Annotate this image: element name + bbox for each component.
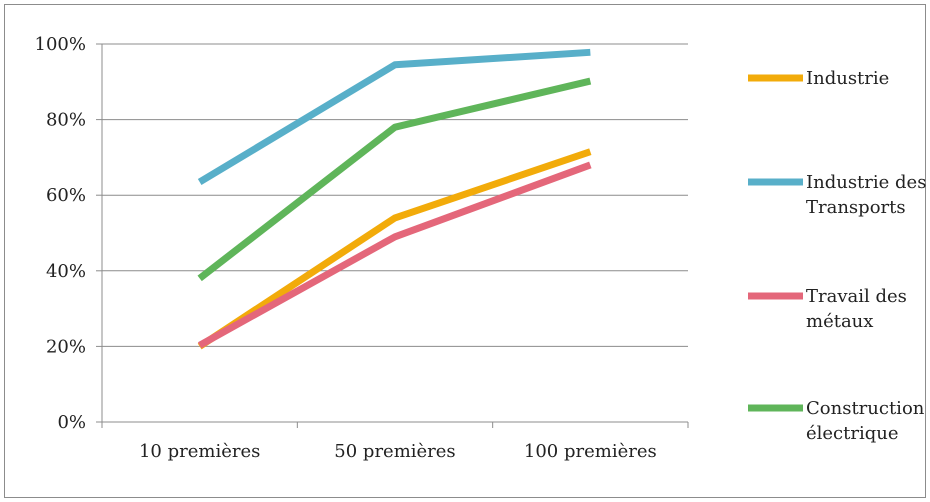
x-axis-ticks: 10 premières 50 premières 100 premières <box>101 422 689 462</box>
legend-item: Industrie des Transports <box>748 172 926 218</box>
legend: Industrie Industrie des Transports Travail … <box>748 68 926 444</box>
y-tick-label: 20% <box>46 336 86 357</box>
legend-label: Industrie des <box>806 172 926 193</box>
axes <box>101 44 688 423</box>
legend-label: métaux <box>806 311 873 332</box>
x-tick-label: 50 premières <box>334 441 455 462</box>
series-line-1 <box>197 148 592 350</box>
legend-label: Industrie <box>806 68 889 89</box>
legend-item: Construction électrique <box>748 398 925 444</box>
y-tick-label: 60% <box>46 185 86 206</box>
x-tick-label: 100 premières <box>524 441 657 462</box>
series-lines <box>197 48 592 350</box>
legend-item: Travail des métaux <box>748 286 907 332</box>
chart-frame <box>4 4 926 498</box>
y-tick-label: 40% <box>46 261 86 282</box>
y-tick-label: 0% <box>57 412 86 433</box>
series-line-2 <box>197 48 591 185</box>
y-tick-label: 80% <box>46 110 86 131</box>
legend-label: Transports <box>806 197 906 218</box>
series-line-3 <box>197 161 592 349</box>
legend-label: Construction <box>806 398 925 419</box>
legend-label: Travail des <box>806 286 907 307</box>
x-tick-label: 10 premières <box>139 441 260 462</box>
y-tick-label: 100% <box>35 34 86 55</box>
legend-item: Industrie <box>748 68 889 89</box>
grid-lines <box>102 43 688 347</box>
y-axis-ticks: 0% 20% 40% 60% 80% 100% <box>35 34 102 433</box>
series-line-4 <box>197 77 592 282</box>
legend-label: électrique <box>806 423 899 444</box>
